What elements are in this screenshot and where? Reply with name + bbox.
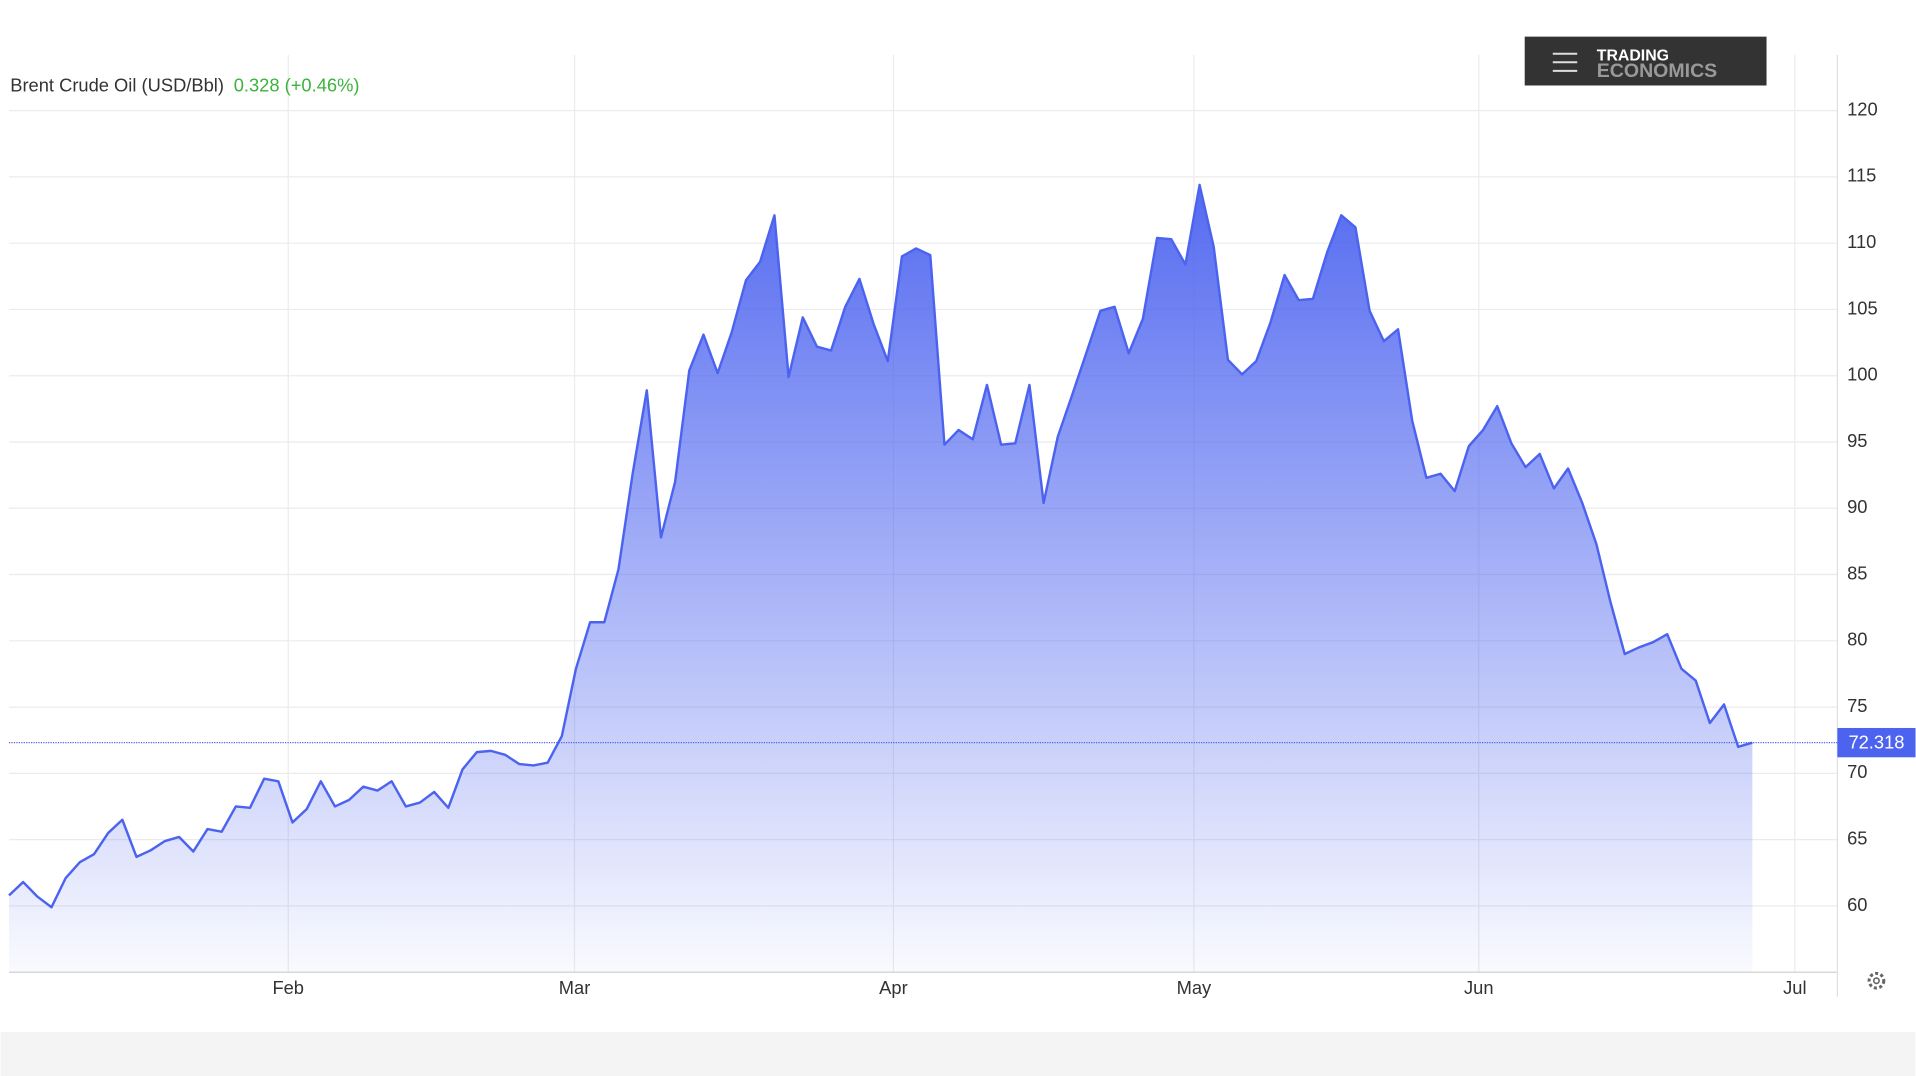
y-tick-label: 85 xyxy=(1847,562,1867,583)
x-tick-label: Jul xyxy=(1783,977,1806,998)
x-tick-label: Feb xyxy=(272,977,304,998)
header: Brent Crude Oil (USD/Bbl) 0.328 (+0.46%) xyxy=(10,75,359,96)
x-tick-label: May xyxy=(1177,977,1212,998)
last-value-label: 72.318 xyxy=(1848,732,1904,753)
gear-inner[interactable] xyxy=(1872,977,1880,985)
y-tick-label: 65 xyxy=(1847,827,1867,848)
area-fill xyxy=(9,184,1753,973)
y-tick-label: 115 xyxy=(1847,165,1876,186)
x-tick-label: Apr xyxy=(879,977,908,998)
y-tick-label: 100 xyxy=(1847,364,1878,385)
x-tick-label: Jun xyxy=(1464,977,1494,998)
y-tick-label: 80 xyxy=(1847,629,1867,650)
settings-icon[interactable] xyxy=(1867,971,1886,990)
chart-title: Brent Crude Oil (USD/Bbl) xyxy=(10,75,224,96)
y-tick-label: 110 xyxy=(1847,231,1876,252)
y-tick-label: 120 xyxy=(1847,98,1878,119)
y-tick-label: 70 xyxy=(1847,761,1867,782)
line xyxy=(8,183,1753,909)
y-tick-label: 95 xyxy=(1847,430,1867,451)
brand-bottom: ECONOMICS xyxy=(1597,60,1717,82)
y-tick-label: 75 xyxy=(1847,695,1867,716)
gear-outer[interactable] xyxy=(1867,971,1886,990)
brand-top: TRADING xyxy=(1597,47,1669,64)
menu-icon[interactable] xyxy=(1552,52,1578,72)
y-tick-label: 105 xyxy=(1847,297,1878,318)
footer-band xyxy=(0,1032,1916,1076)
y-tick-label: 60 xyxy=(1847,894,1867,915)
logo[interactable]: TRADING ECONOMICS xyxy=(1524,36,1767,86)
last-value-box xyxy=(1837,727,1916,758)
change: 0.328 (+0.46%) xyxy=(234,75,360,96)
y-tick-label: 90 xyxy=(1847,496,1867,517)
logo-box[interactable] xyxy=(1524,36,1767,86)
x-tick-label: Mar xyxy=(559,977,591,998)
